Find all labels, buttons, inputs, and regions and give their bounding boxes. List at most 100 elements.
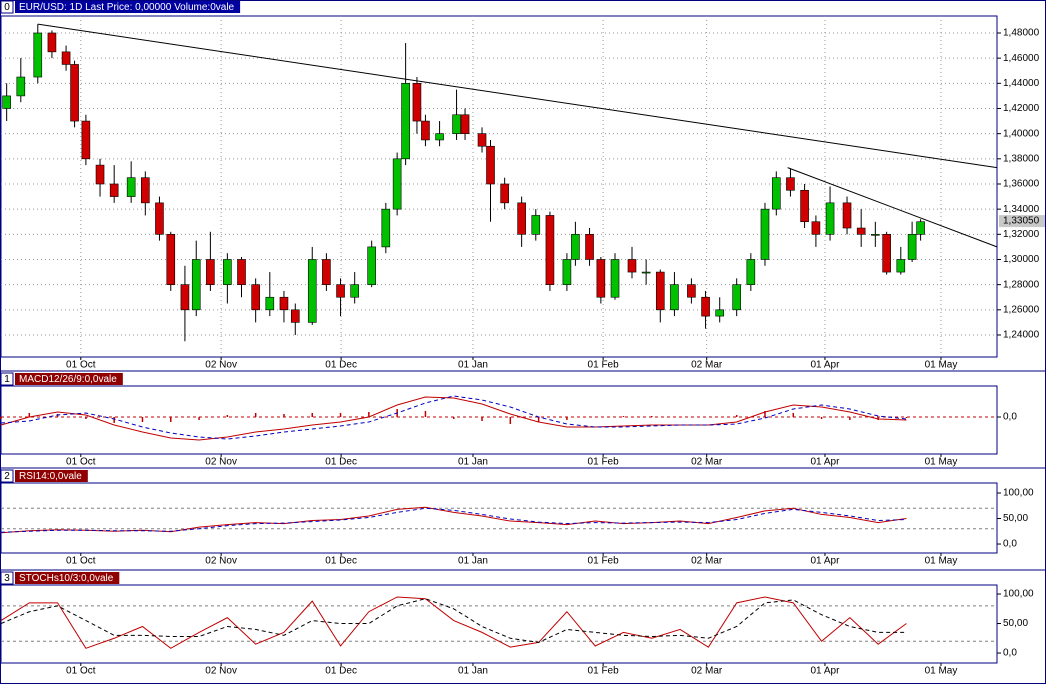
x-tick-label: 01 Jan <box>458 360 488 371</box>
candle-body <box>81 120 91 160</box>
x-tick-label: 01 Feb <box>588 360 620 371</box>
candle-body <box>237 259 246 285</box>
indicator-line <box>0 598 907 643</box>
y-tick-label: 1,24000 <box>1003 330 1040 341</box>
plot-area <box>0 584 998 664</box>
candle-body <box>350 284 359 298</box>
indicator-line <box>0 596 907 649</box>
candle-body <box>825 202 835 235</box>
y-tick-label: 1,42000 <box>1003 103 1040 114</box>
candle-body <box>16 76 26 97</box>
panel-id-box <box>0 0 14 14</box>
candle-body <box>545 215 555 285</box>
y-tick-label: 1,28000 <box>1003 279 1040 290</box>
y-tick-label: 0,0 <box>1003 648 1017 659</box>
candle-body <box>800 189 809 223</box>
candle-body <box>746 259 756 285</box>
x-tick-label: 01 Oct <box>66 360 96 371</box>
candle-body <box>732 284 741 311</box>
x-tick-label: 01 Apr <box>811 666 841 677</box>
x-tick-label: 02 Mar <box>691 556 723 567</box>
candle-body <box>786 177 795 191</box>
candle-body <box>882 234 891 273</box>
candle-body <box>70 64 79 122</box>
x-tick-label: 01 Dec <box>325 556 357 567</box>
x-tick-label: 01 May <box>925 666 958 677</box>
plot-area <box>0 385 998 455</box>
panel-id: 0 <box>4 2 10 13</box>
candle-body <box>421 120 430 141</box>
candle-body <box>109 183 119 197</box>
indicator-line <box>0 507 907 533</box>
y-tick-label: 100,00 <box>1003 589 1034 600</box>
candle-body <box>460 114 470 134</box>
candle-body <box>596 259 606 298</box>
panel-id-box <box>0 571 14 585</box>
candle-body <box>251 284 260 311</box>
x-tick-label: 02 Nov <box>205 360 237 371</box>
x-tick-label: 01 May <box>925 457 958 468</box>
panel-title: STOCHs10/3:0,0vale <box>19 573 114 584</box>
candle-body <box>856 227 866 235</box>
candle-body <box>223 259 232 285</box>
panel-title: MACD12/26/9:0,0vale <box>19 374 117 385</box>
candle-body <box>126 177 136 197</box>
y-tick-label: 50,00 <box>1003 618 1028 629</box>
y-tick-label: 1,40000 <box>1003 128 1040 139</box>
last-price-label: 1,33050 <box>1003 216 1040 227</box>
x-tick-label: 02 Mar <box>691 666 723 677</box>
candle-body <box>811 221 821 235</box>
x-tick-label: 01 Dec <box>325 666 357 677</box>
x-tick-label: 01 Dec <box>325 360 357 371</box>
y-tick-label: 1,46000 <box>1003 53 1040 64</box>
candle-body <box>610 259 620 298</box>
panel-tab <box>15 470 88 482</box>
x-tick-label: 01 Apr <box>811 556 841 567</box>
y-tick-label: 1,34000 <box>1003 204 1040 215</box>
candle-body <box>916 221 925 235</box>
y-tick-label: 1,38000 <box>1003 153 1040 164</box>
candle-body <box>367 246 376 285</box>
x-tick-label: 02 Nov <box>205 556 237 567</box>
candle-body <box>842 202 852 229</box>
panel-id: 2 <box>4 471 10 482</box>
x-tick-label: 02 Nov <box>205 666 237 677</box>
x-tick-label: 01 Feb <box>588 556 620 567</box>
candle-body <box>687 284 696 298</box>
panel-tab <box>15 572 120 584</box>
x-tick-label: 02 Mar <box>691 360 723 371</box>
trendline <box>787 167 998 248</box>
x-tick-label: 01 Feb <box>588 666 620 677</box>
candle-body <box>155 202 164 235</box>
candle-body <box>562 259 572 285</box>
y-tick-label: 100,00 <box>1003 488 1034 499</box>
candle-body <box>290 309 300 323</box>
candle-body <box>701 296 710 317</box>
candle-body <box>871 234 880 236</box>
panel-title: EUR/USD: 1D Last Price: 0,00000 Volume:0… <box>19 2 235 13</box>
candle-body <box>760 208 770 260</box>
x-tick-label: 01 Apr <box>811 360 841 371</box>
candle-body <box>655 271 665 311</box>
candle-body <box>381 208 391 248</box>
x-tick-label: 01 Oct <box>66 556 96 567</box>
x-tick-label: 01 Jan <box>458 556 488 567</box>
plot-area <box>0 15 998 358</box>
y-tick-label: 1,30000 <box>1003 254 1040 265</box>
y-tick-label: 0,0 <box>1003 412 1017 423</box>
candle-body <box>517 202 526 235</box>
x-tick-label: 01 Apr <box>811 457 841 468</box>
candle-body <box>896 259 906 273</box>
candle-body <box>307 259 317 323</box>
x-tick-label: 01 May <box>925 360 958 371</box>
panel-id: 3 <box>4 573 10 584</box>
candle-body <box>191 259 201 311</box>
candle-body <box>486 145 495 185</box>
candle-body <box>670 284 679 311</box>
candle-body <box>141 177 150 204</box>
x-tick-label: 02 Mar <box>691 457 723 468</box>
panel-title: RSI14:0,0vale <box>19 471 82 482</box>
candle-body <box>907 234 917 260</box>
candle-body <box>33 32 43 78</box>
